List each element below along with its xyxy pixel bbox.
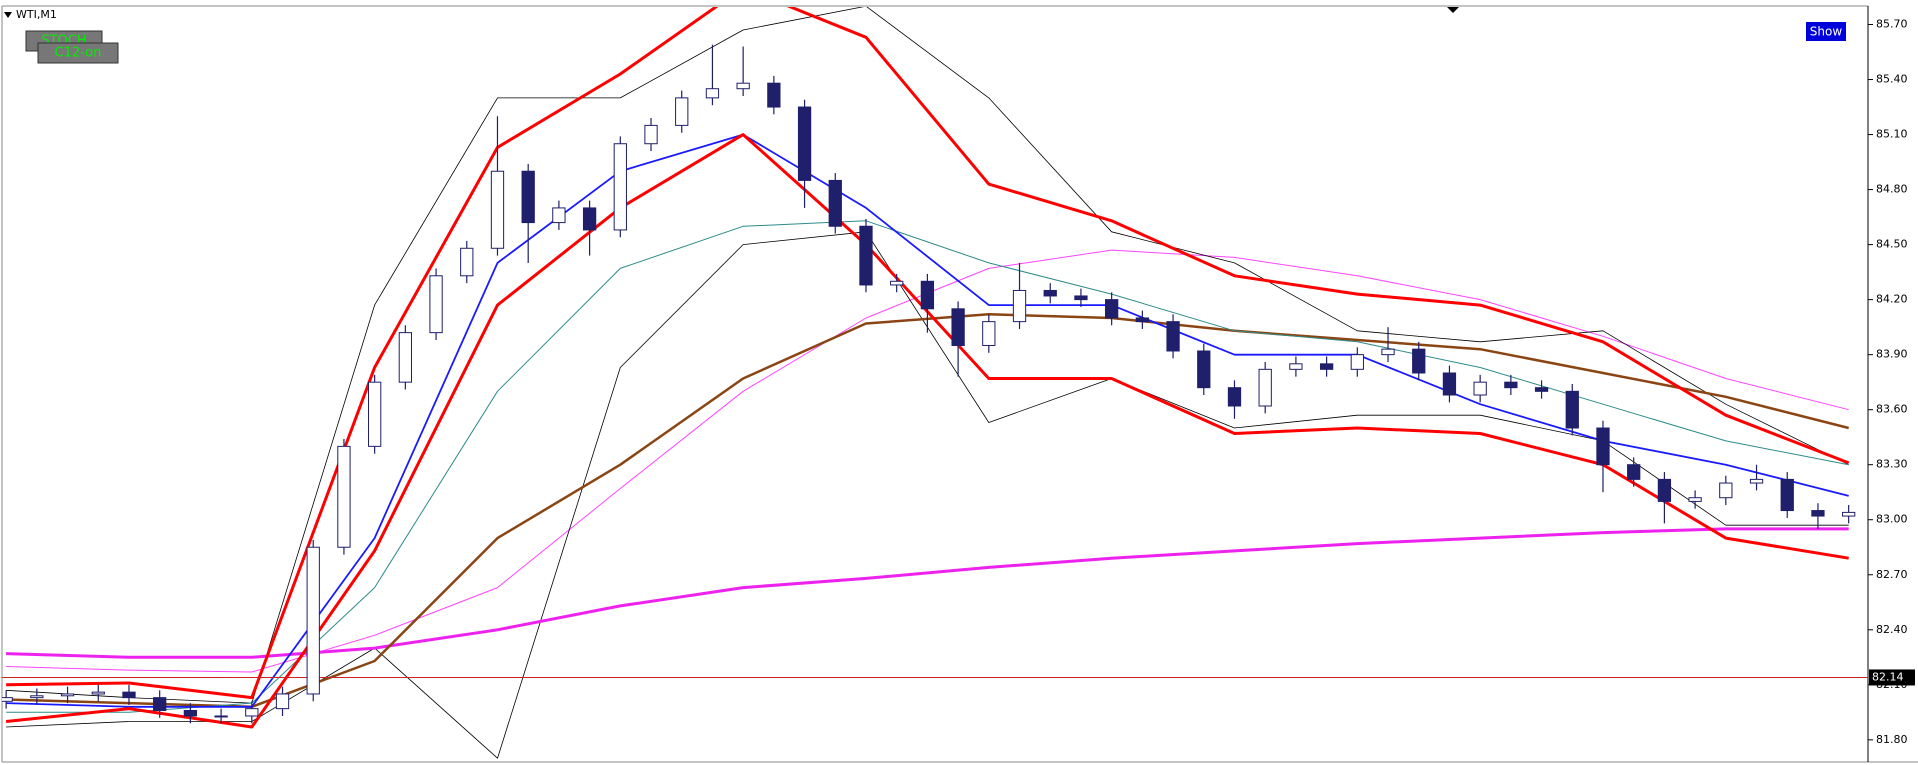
- candle-body: [1627, 464, 1641, 480]
- candle-body: [1381, 348, 1395, 356]
- y-tick-label: 85.70: [1876, 18, 1908, 31]
- y-tick-label: 83.00: [1876, 513, 1908, 526]
- price-axis: 85.70 85.40 85.10 84.80 84.50 84.20 83.90 83.60…: [1868, 18, 1915, 746]
- candle-body: [736, 82, 750, 90]
- y-tick-label: 82.70: [1876, 568, 1908, 581]
- candle-body: [60, 693, 75, 697]
- candle-body: [368, 381, 382, 447]
- candle-body: [1166, 321, 1180, 352]
- candle-body: [951, 308, 965, 346]
- candle-body: [613, 143, 627, 231]
- show-button-label: Show: [1810, 25, 1843, 39]
- candle-body: [1012, 289, 1027, 323]
- candle-body: [30, 695, 44, 699]
- candle-body: [1319, 363, 1334, 370]
- candle-body: [705, 88, 720, 99]
- y-tick-label: 85.40: [1876, 73, 1908, 86]
- candle-body: [1258, 368, 1272, 407]
- indicator-label: C12-on: [55, 46, 102, 61]
- candle-body: [1749, 478, 1764, 484]
- candle-body: [245, 708, 259, 717]
- candle-body: [275, 693, 290, 710]
- indicator-line: [6, 7, 1850, 700]
- candle-body: [1565, 390, 1579, 429]
- indicator-line: [6, 7, 1849, 704]
- candle-body: [1780, 478, 1794, 512]
- candle-body: [859, 225, 873, 286]
- candle-body: [1504, 381, 1518, 389]
- candle-body: [1842, 511, 1856, 517]
- candle-body: [1442, 372, 1457, 396]
- candle-body: [490, 170, 505, 249]
- chart-title: WTI,M1: [16, 8, 57, 21]
- shift-marker: [1447, 7, 1459, 13]
- candle-body: [1043, 289, 1057, 297]
- candle-body: [1350, 354, 1364, 370]
- y-tick-label: 82.40: [1876, 623, 1908, 636]
- candle-body: [675, 97, 689, 126]
- candle-body: [153, 697, 167, 711]
- candle-body: [982, 321, 996, 346]
- candle-body: [1197, 350, 1211, 389]
- candle-body: [1534, 387, 1549, 392]
- candle-body: [1596, 427, 1610, 466]
- candle-body: [1227, 387, 1242, 407]
- candle-body: [398, 332, 412, 383]
- y-tick-label: 83.60: [1876, 403, 1908, 416]
- candle-body: [183, 709, 198, 717]
- y-tick-label: 81.80: [1876, 733, 1908, 746]
- candle-body: [460, 247, 474, 277]
- candle-body: [306, 546, 320, 695]
- current-price-label: 82.14: [1872, 670, 1904, 683]
- candle-body: [828, 179, 842, 227]
- y-tick-label: 84.50: [1876, 238, 1908, 251]
- candle-body: [91, 691, 105, 695]
- candle-body: [122, 691, 136, 699]
- candle-body: [429, 275, 443, 334]
- candle-body: [582, 207, 597, 231]
- candle-body: [1688, 497, 1702, 502]
- candle-body: [890, 280, 904, 286]
- y-tick-label: 83.90: [1876, 348, 1908, 361]
- candles: [2, 44, 1856, 724]
- y-tick-label: 84.80: [1876, 183, 1908, 196]
- candle-body: [2, 697, 13, 702]
- candle-body: [1105, 299, 1119, 319]
- candle-body: [214, 715, 228, 718]
- candle-body: [797, 106, 812, 181]
- show-button[interactable]: [1806, 22, 1846, 41]
- y-tick-label: 84.20: [1876, 293, 1908, 306]
- candle-body: [1074, 295, 1088, 301]
- candle-body: [1412, 348, 1426, 374]
- y-tick-label: 83.30: [1876, 458, 1908, 471]
- candle-body: [1811, 510, 1825, 517]
- candle-body: [920, 280, 935, 310]
- candle-body: [1289, 363, 1303, 370]
- current-price-box: [1869, 669, 1915, 686]
- y-tick-label: 85.10: [1876, 128, 1908, 141]
- candle-body: [521, 170, 535, 224]
- candle-body: [644, 124, 658, 145]
- candle-body: [1473, 381, 1487, 396]
- candle-body: [767, 82, 781, 108]
- candle-body: [552, 207, 566, 224]
- candle-body: [337, 445, 351, 548]
- candle-body: [1719, 482, 1733, 499]
- menu-triangle[interactable]: [4, 12, 12, 18]
- candle-body: [1657, 478, 1672, 502]
- candle-body: [1135, 317, 1149, 323]
- indicator-box[interactable]: [37, 42, 119, 64]
